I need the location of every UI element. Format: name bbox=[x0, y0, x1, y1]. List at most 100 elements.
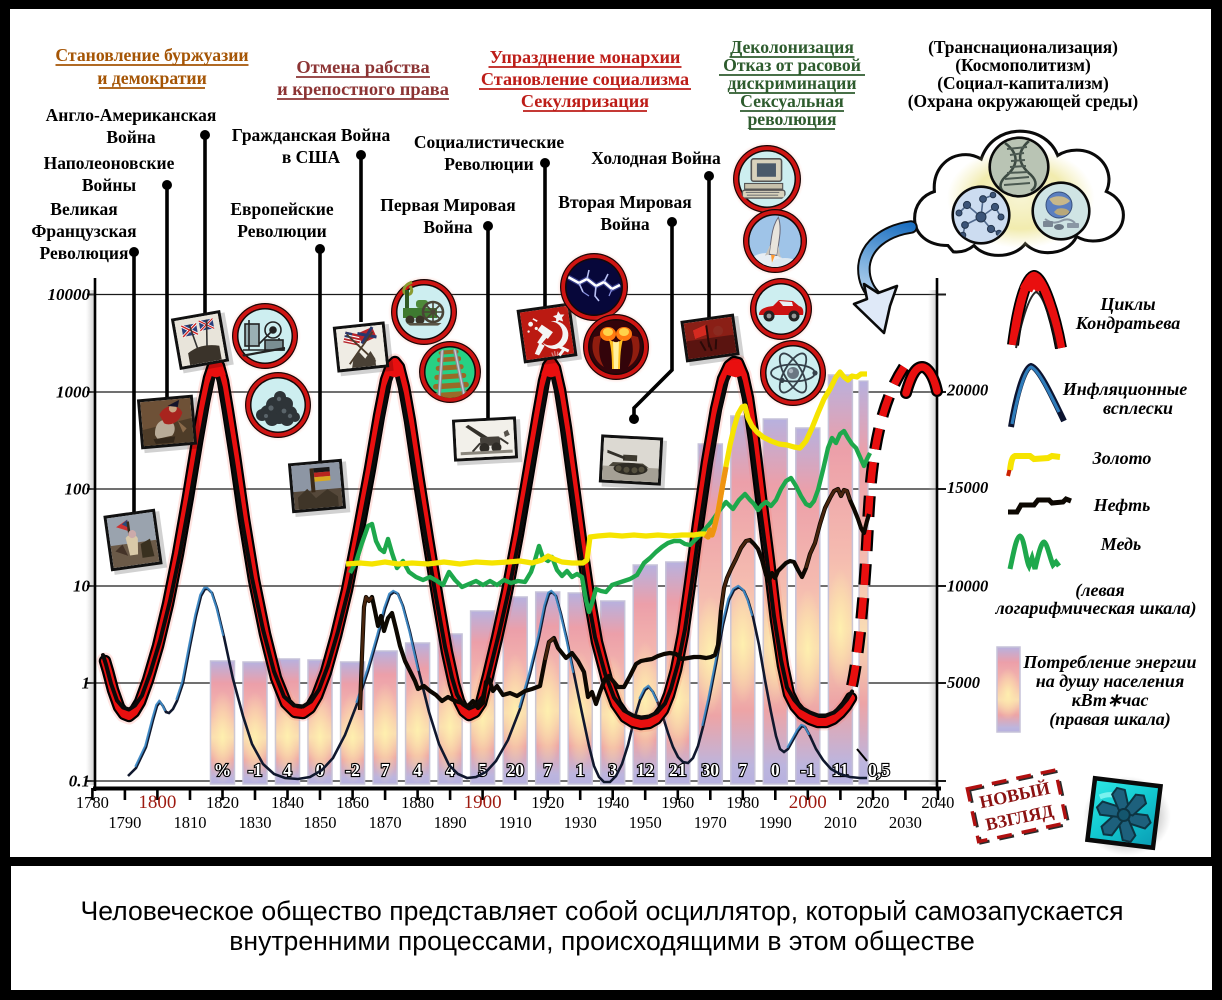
svg-text:1830: 1830 bbox=[239, 813, 272, 832]
svg-text:20000: 20000 bbox=[946, 381, 988, 400]
svg-text:Война: Война bbox=[106, 127, 156, 147]
svg-text:20: 20 bbox=[506, 760, 524, 780]
svg-text:1990: 1990 bbox=[759, 813, 792, 832]
svg-text:Войны: Войны bbox=[82, 175, 137, 195]
svg-text:1950: 1950 bbox=[629, 813, 662, 832]
svg-text:4: 4 bbox=[413, 760, 422, 780]
svg-text:30: 30 bbox=[702, 760, 720, 780]
svg-text:-2: -2 bbox=[345, 760, 360, 780]
svg-text:7: 7 bbox=[738, 760, 747, 780]
svg-text:Золото: Золото bbox=[1092, 448, 1152, 468]
svg-text:дискриминации: дискриминации bbox=[727, 73, 856, 93]
svg-text:1870: 1870 bbox=[369, 813, 402, 832]
svg-text:5: 5 bbox=[478, 760, 487, 780]
svg-text:7: 7 bbox=[381, 760, 390, 780]
svg-text:12: 12 bbox=[636, 760, 654, 780]
svg-text:1: 1 bbox=[576, 760, 585, 780]
svg-text:Англо-Американская: Англо-Американская bbox=[46, 105, 217, 125]
svg-text:Война: Война bbox=[423, 217, 473, 237]
svg-text:1960: 1960 bbox=[661, 793, 694, 812]
svg-text:-1: -1 bbox=[801, 760, 816, 780]
svg-text:100: 100 bbox=[65, 480, 91, 499]
svg-text:0: 0 bbox=[771, 760, 780, 780]
svg-text:1880: 1880 bbox=[401, 793, 434, 812]
svg-text:3: 3 bbox=[608, 760, 617, 780]
svg-text:5000: 5000 bbox=[947, 673, 980, 692]
svg-text:0.1: 0.1 bbox=[69, 772, 90, 791]
svg-text:Революции: Революции bbox=[444, 154, 534, 174]
svg-text:1930: 1930 bbox=[564, 813, 597, 832]
svg-text:Деколонизация: Деколонизация bbox=[730, 37, 854, 57]
svg-text:Кондратьева: Кондратьева bbox=[1075, 313, 1181, 333]
svg-text:Нефть: Нефть bbox=[1093, 495, 1151, 515]
svg-text:(левая: (левая bbox=[1075, 580, 1124, 601]
svg-text:Война: Война bbox=[600, 214, 650, 234]
svg-text:1800: 1800 bbox=[138, 792, 176, 813]
svg-text:1840: 1840 bbox=[271, 793, 304, 812]
svg-text:и крепостного права: и крепостного права bbox=[277, 79, 449, 99]
svg-text:1810: 1810 bbox=[174, 813, 207, 832]
svg-text:10000: 10000 bbox=[947, 577, 988, 596]
svg-text:1910: 1910 bbox=[499, 813, 532, 832]
svg-text:0,5: 0,5 bbox=[868, 760, 890, 780]
svg-text:Секуляризация: Секуляризация bbox=[521, 91, 649, 111]
svg-text:1860: 1860 bbox=[336, 793, 369, 812]
svg-text:15000: 15000 bbox=[947, 478, 988, 497]
svg-text:Первая Мировая: Первая Мировая bbox=[380, 195, 515, 215]
svg-text:2030: 2030 bbox=[889, 813, 922, 832]
svg-text:в США: в США bbox=[282, 147, 341, 167]
svg-text:Французская: Французская bbox=[31, 221, 136, 241]
svg-text:(Охрана окружающей среды): (Охрана окружающей среды) bbox=[908, 91, 1139, 111]
svg-text:21: 21 bbox=[669, 760, 687, 780]
svg-text:Медь: Медь bbox=[1100, 534, 1141, 554]
svg-text:10000: 10000 bbox=[48, 285, 91, 304]
svg-text:Потребление энергии: Потребление энергии bbox=[1022, 652, 1196, 672]
svg-text:1940: 1940 bbox=[596, 793, 629, 812]
svg-text:Наполеоновские: Наполеоновские bbox=[44, 153, 175, 173]
svg-text:10: 10 bbox=[73, 577, 91, 596]
svg-text:Отмена рабства: Отмена рабства bbox=[296, 57, 429, 77]
svg-text:Упразднение монархии: Упразднение монархии bbox=[490, 47, 681, 67]
svg-text:Становление социализма: Становление социализма bbox=[481, 69, 689, 89]
svg-text:логарифмическая шкала): логарифмическая шкала) bbox=[995, 598, 1197, 619]
svg-text:(Космополитизм): (Космополитизм) bbox=[955, 55, 1091, 75]
svg-text:1000: 1000 bbox=[56, 383, 91, 402]
svg-text:Гражданская Война: Гражданская Война bbox=[232, 125, 391, 145]
svg-text:Социалистические: Социалистические bbox=[414, 132, 565, 152]
svg-text:4: 4 bbox=[446, 760, 455, 780]
svg-text:кВт∗час: кВт∗час bbox=[1072, 690, 1149, 710]
svg-text:2000: 2000 bbox=[789, 792, 827, 813]
svg-text:Сексуальная: Сексуальная bbox=[740, 91, 844, 111]
svg-text:1790: 1790 bbox=[108, 813, 141, 832]
svg-text:1920: 1920 bbox=[531, 793, 564, 812]
svg-text:на душу населения: на душу населения bbox=[1036, 671, 1184, 691]
svg-text:внутренними процессами, происх: внутренними процессами, происходящими в … bbox=[229, 926, 974, 956]
svg-text:(Социал-капитализм): (Социал-капитализм) bbox=[937, 73, 1109, 93]
svg-text:-1: -1 bbox=[248, 760, 263, 780]
svg-text:4: 4 bbox=[283, 760, 292, 780]
svg-text:Великая: Великая bbox=[50, 199, 117, 219]
svg-text:и демократии: и демократии bbox=[97, 68, 207, 88]
svg-text:Вторая Мировая: Вторая Мировая bbox=[558, 192, 691, 212]
svg-text:Инфляционные: Инфляционные bbox=[1062, 379, 1187, 399]
svg-text:1980: 1980 bbox=[726, 793, 759, 812]
svg-text:1850: 1850 bbox=[304, 813, 337, 832]
svg-text:Циклы: Циклы bbox=[1099, 294, 1155, 314]
svg-text:1780: 1780 bbox=[76, 793, 109, 812]
svg-text:всплески: всплески bbox=[1103, 398, 1173, 418]
svg-text:2010: 2010 bbox=[824, 813, 857, 832]
svg-text:Революции: Революции bbox=[237, 221, 327, 241]
svg-text:Становление буржуазии: Становление буржуазии bbox=[55, 45, 248, 65]
svg-text:революция: революция bbox=[747, 109, 837, 129]
svg-text:1970: 1970 bbox=[694, 813, 727, 832]
svg-text:Человеческое общество представ: Человеческое общество представляет собой… bbox=[81, 896, 1124, 926]
svg-text:%: % bbox=[214, 760, 232, 780]
svg-text:1900: 1900 bbox=[464, 792, 502, 813]
svg-text:7: 7 bbox=[543, 760, 552, 780]
svg-text:(правая шкала): (правая шкала) bbox=[1049, 709, 1171, 730]
svg-text:1820: 1820 bbox=[206, 793, 239, 812]
svg-text:1: 1 bbox=[82, 674, 91, 693]
svg-text:Холодная Война: Холодная Война bbox=[591, 148, 721, 168]
svg-text:1890: 1890 bbox=[434, 813, 467, 832]
svg-text:Отказ от расовой: Отказ от расовой bbox=[723, 55, 861, 75]
